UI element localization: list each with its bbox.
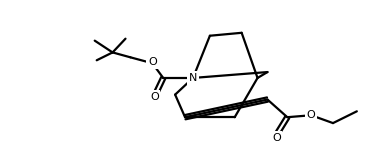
- Text: O: O: [307, 110, 315, 120]
- Text: O: O: [148, 57, 157, 67]
- Text: O: O: [150, 92, 159, 102]
- Text: O: O: [272, 133, 281, 143]
- Text: N: N: [189, 73, 197, 83]
